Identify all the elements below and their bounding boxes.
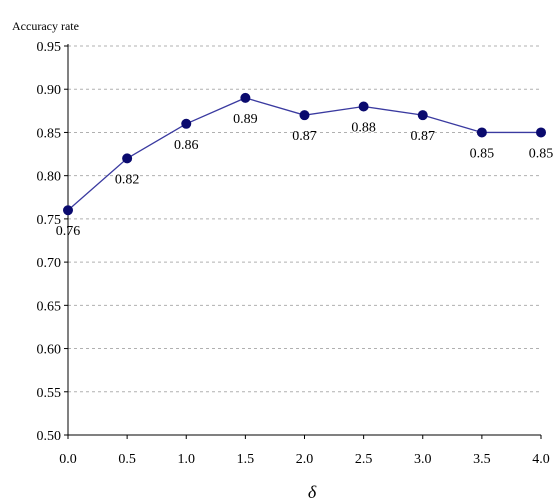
data-point [122, 153, 133, 164]
gridlines [68, 45, 541, 393]
data-label: 0.76 [56, 224, 81, 239]
data-label: 0.88 [351, 121, 376, 136]
y-tick-label: 0.65 [37, 299, 62, 314]
y-tick-label: 0.60 [37, 343, 62, 358]
data-label: 0.85 [529, 146, 554, 161]
data-labels: 0.76 0.82 0.86 0.89 0.87 0.88 0.87 0.85 0.85 [56, 112, 554, 239]
x-tick-label: 1.5 [237, 452, 255, 467]
y-tick-label: 0.95 [37, 40, 62, 55]
x-tick-label: 3.0 [414, 452, 432, 467]
y-tick-label: 0.70 [37, 256, 62, 271]
y-tick-label: 0.50 [37, 429, 62, 444]
x-tick-label: 0.5 [118, 452, 136, 467]
axes [64, 44, 542, 439]
data-point [240, 92, 251, 103]
data-label: 0.87 [411, 129, 436, 144]
data-label: 0.89 [233, 112, 258, 127]
data-label: 0.87 [292, 129, 317, 144]
y-tick-label: 0.85 [37, 126, 62, 141]
y-tick-label: 0.80 [37, 170, 62, 185]
data-label: 0.86 [174, 138, 199, 153]
data-point [299, 110, 310, 121]
x-tick-label: 4.0 [532, 452, 550, 467]
data-point [63, 205, 73, 216]
data-points [63, 92, 546, 216]
y-tick-label: 0.90 [37, 83, 62, 98]
data-point [417, 110, 428, 121]
data-point [476, 127, 487, 138]
x-tick-label: 2.0 [296, 452, 314, 467]
x-axis-label: δ [308, 482, 317, 502]
data-point [181, 118, 192, 129]
data-label: 0.82 [115, 172, 140, 187]
x-tick-label: 2.5 [355, 452, 373, 467]
x-tick-label: 3.5 [473, 452, 491, 467]
y-axis-label: Accuracy rate [12, 19, 79, 33]
x-tick-label: 0.0 [59, 452, 77, 467]
data-label: 0.85 [470, 146, 495, 161]
y-tick-label: 0.75 [37, 213, 62, 228]
y-tick-label: 0.55 [37, 386, 62, 401]
data-point [358, 101, 369, 112]
x-tick-label: 1.0 [178, 452, 196, 467]
data-point [536, 127, 546, 138]
y-tick-labels: 0.50 0.55 0.60 0.65 0.70 0.75 0.80 0.85 0.90 0.95 [37, 40, 62, 444]
x-tick-labels: 0.0 0.5 1.0 1.5 2.0 2.5 3.0 3.5 4.0 [59, 452, 550, 467]
